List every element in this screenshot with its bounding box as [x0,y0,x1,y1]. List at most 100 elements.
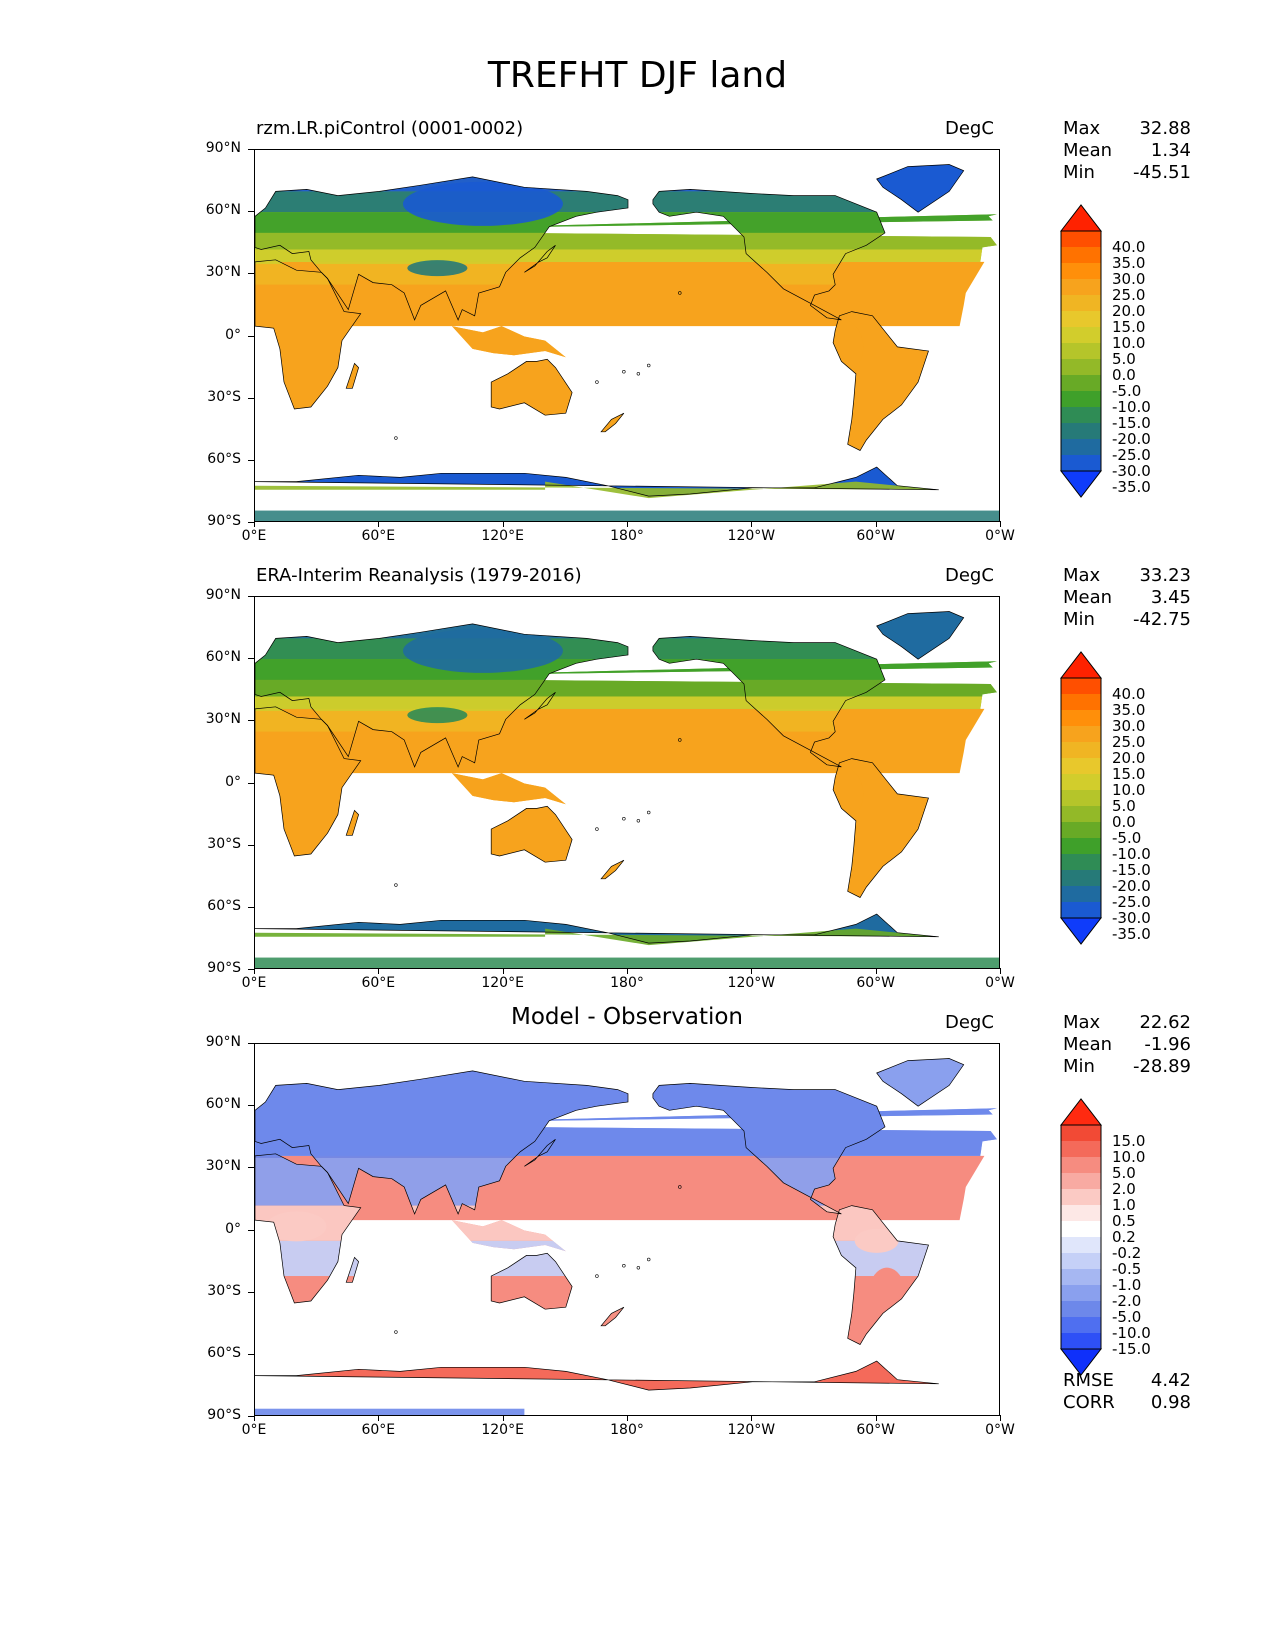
x-tick-mark [254,968,255,974]
x-tick-label: 120°W [727,528,776,544]
africa-warm-bias [266,1211,327,1242]
x-tick-label: 120°E [481,1422,524,1438]
greenland-fill [876,164,964,213]
rmse-label: RMSE [1063,1370,1114,1391]
x-tick-mark [627,968,628,974]
x-tick-label: 60°E [361,1422,396,1438]
colorbar-tick-label: 30.0 [1112,270,1146,288]
colorbar-tick-label: 0.5 [1112,1212,1136,1230]
colorbar [1060,651,1102,945]
y-tick-label: 60°N [205,1096,241,1113]
colorbar-tick-label: -1.0 [1112,1276,1142,1294]
units-label: DegC [945,118,994,139]
world-map [255,164,999,521]
colorbar-segment [1061,1285,1101,1302]
y-tick-label: 30°S [207,835,241,852]
colorbar-segment [1061,854,1101,871]
colorbar-tick-label: -15.0 [1112,414,1151,432]
colorbar-tick-label: 2.0 [1112,1180,1136,1198]
y-tick-label: 30°S [207,1282,241,1299]
panel-difference: Model - Observation DegC 90°N 60°N 30°N 0° 30°… [0,1004,1275,1452]
x-tick-mark [1000,1415,1001,1421]
x-tick-mark [627,521,628,527]
panel-reanalysis: ERA-Interim Reanalysis (1979-2016) DegC 90… [0,565,1275,1005]
colorbar-tick-label: -5.0 [1112,829,1142,847]
colorbar-segment [1061,247,1101,264]
colorbar [1060,204,1102,498]
colorbar-tick-label: 40.0 [1112,238,1146,256]
x-tick-label: 0°W [985,528,1015,544]
figure-title: TREFHT DJF land [487,55,788,96]
colorbar-segment [1061,391,1101,408]
colorbar-segment [1061,790,1101,807]
colorbar-max-extend [1060,1098,1102,1126]
y-tick-mark [248,844,254,846]
colorbar-tick-label: 35.0 [1112,701,1146,719]
colorbar-segment [1061,279,1101,296]
x-tick-label: 60°E [361,975,396,991]
y-tick-mark [248,1291,254,1293]
stat-value: 32.88 [1139,118,1191,139]
x-tick-mark [875,521,877,527]
stat-label: Max [1063,565,1101,586]
x-tick-label: 0°E [241,528,267,544]
colorbar-tick-label: 0.2 [1112,1228,1136,1246]
colorbar-segment [1061,359,1101,376]
stat-row: Min -45.51 [1063,162,1191,184]
colorbar-segment [1061,1189,1101,1206]
siberia-cold-core [402,181,563,226]
colorbar-segment [1061,343,1101,360]
colorbar-segment [1061,902,1101,919]
stat-row: Mean 1.34 [1063,140,1191,162]
map-plot-area [254,596,1000,969]
y-tick-mark [248,906,254,908]
y-tick-label: 0° [225,1220,241,1237]
colorbar-segment [1061,439,1101,456]
y-tick-label: 60°S [207,450,241,467]
stat-label: Mean [1063,140,1113,161]
siberia-cold-core [402,628,563,673]
coastlines [255,611,965,944]
x-tick-label: 60°W [856,975,895,991]
stat-row: Max 22.62 [1063,1012,1191,1034]
rmse-value: 4.42 [1150,1370,1191,1391]
stat-row: Mean -1.96 [1063,1034,1191,1056]
colorbar-tick-label: -35.0 [1112,478,1151,496]
colorbar-tick-label: -2.0 [1112,1292,1142,1310]
y-tick-label: 90°N [205,587,241,603]
stat-row: Mean 3.45 [1063,587,1191,609]
colorbar-segment [1061,758,1101,775]
y-tick-label: 60°S [207,1344,241,1361]
colorbar-tick-label: -30.0 [1112,909,1151,927]
colorbar-segment [1061,806,1101,823]
colorbar-segment [1061,1253,1101,1270]
y-tick-label: 30°N [205,1158,241,1175]
y-tick-mark [248,1353,254,1355]
colorbar-segment [1061,694,1101,711]
colorbar-segment [1061,726,1101,743]
stat-row: Max 33.23 [1063,565,1191,587]
colorbar-tick-label: -10.0 [1112,398,1151,416]
stat-row: Max 32.88 [1063,118,1191,140]
coastlines [255,164,965,497]
colorbar-min-extend [1060,917,1102,945]
stat-row: Min -42.75 [1063,609,1191,631]
colorbar-segment [1061,1205,1101,1222]
y-tick-label: 0° [225,773,241,790]
x-tick-label: 180° [610,528,644,544]
x-tick-label: 180° [610,1422,644,1438]
x-tick-mark [627,1415,628,1421]
x-tick-mark [1000,521,1001,527]
colorbar-tick-label: 25.0 [1112,286,1146,304]
y-tick-mark [248,596,254,597]
stat-label: Min [1063,609,1095,630]
x-tick-mark [378,521,380,527]
colorbar-segment [1061,838,1101,855]
y-tick-mark [248,273,254,275]
x-tick-label: 60°W [856,528,895,544]
colorbar-tick-label: 10.0 [1112,1148,1146,1166]
y-tick-mark [248,969,254,970]
rmse-corr-block: RMSE 4.42 CORR 0.98 [1063,1370,1191,1414]
colorbar-max-extend [1060,651,1102,679]
colorbar-segment [1061,455,1101,472]
